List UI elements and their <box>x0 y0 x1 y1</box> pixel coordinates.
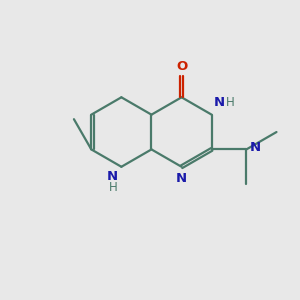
Text: H: H <box>226 96 234 110</box>
Text: N: N <box>176 172 187 185</box>
Text: N: N <box>107 170 118 183</box>
Text: H: H <box>109 181 118 194</box>
Text: N: N <box>214 96 225 110</box>
Text: O: O <box>176 60 187 73</box>
Text: N: N <box>250 141 261 154</box>
